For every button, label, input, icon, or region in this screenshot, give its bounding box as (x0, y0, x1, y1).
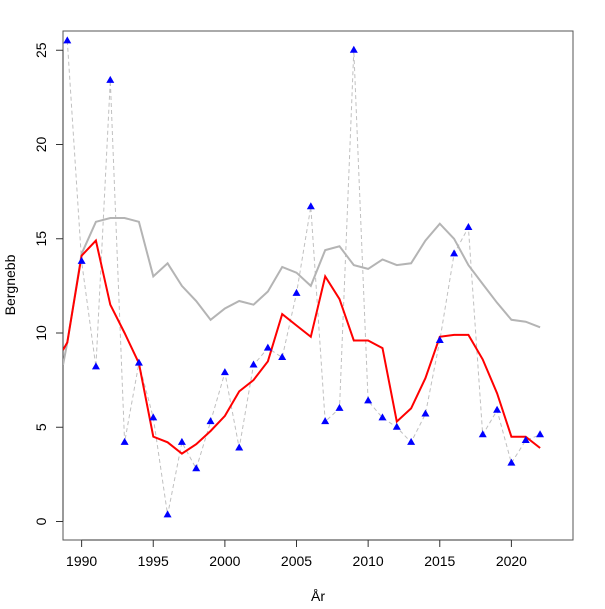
y-tick-label: 25 (33, 42, 49, 58)
y-axis: 0 5 10 15 20 25 (33, 42, 64, 525)
data-point-triangle (536, 430, 545, 438)
x-tick-label: 2020 (496, 553, 527, 569)
plot-frame (62, 30, 574, 541)
x-tick-label: 2015 (424, 553, 455, 569)
x-tick-label: 2000 (209, 553, 240, 569)
x-axis: 1990 1995 2000 2005 2010 2015 2020 (66, 539, 527, 569)
reference-line (63, 217, 541, 366)
data-point-triangle (177, 437, 186, 445)
data-point-triangle (321, 417, 330, 425)
data-point-triangle (335, 403, 344, 411)
data-point-triangle (435, 336, 444, 344)
data-point-triangle (450, 249, 459, 257)
data-point-triangle (364, 396, 373, 404)
x-tick-label: 1995 (138, 553, 169, 569)
data-point-triangle (421, 409, 430, 417)
data-point-triangle (507, 458, 516, 466)
y-tick-label: 5 (33, 423, 49, 431)
data-point-triangle (106, 75, 115, 83)
data-point-triangle (292, 288, 301, 296)
data-point-triangle (378, 413, 387, 421)
data-point-triangle (249, 360, 258, 368)
data-point-triangle (263, 343, 272, 351)
data-point-triangle (478, 430, 487, 438)
data-point-triangle (120, 437, 129, 445)
data-point-triangle (192, 464, 201, 472)
series-group (63, 36, 545, 518)
data-point-triangle (278, 353, 287, 361)
y-tick-label: 20 (33, 137, 49, 153)
data-point-triangle (149, 413, 158, 421)
data-point-triangle (306, 202, 315, 210)
data-point-triangle (163, 510, 172, 518)
y-axis-label: Bergnebb (2, 254, 18, 315)
data-point-triangle (235, 443, 244, 451)
data-point-triangle (220, 368, 229, 376)
data-point-triangle (464, 222, 473, 230)
y-tick-label: 10 (33, 325, 49, 341)
smoothed-line (63, 238, 541, 455)
data-point-triangle (91, 362, 100, 370)
data-point-triangle (521, 435, 530, 443)
data-point-triangle (407, 437, 416, 445)
x-tick-label: 2010 (353, 553, 384, 569)
y-tick-label: 15 (33, 231, 49, 247)
y-tick-label: 0 (33, 517, 49, 525)
x-tick-label: 1990 (66, 553, 97, 569)
data-point-triangle (63, 36, 72, 44)
data-point-triangle (77, 256, 86, 264)
data-point-triangle (349, 45, 358, 53)
data-point-triangle (134, 358, 143, 366)
data-point-triangle (493, 405, 502, 413)
x-axis-label: År (311, 588, 325, 604)
x-tick-label: 2005 (281, 553, 312, 569)
observed-dashed-line (66, 40, 541, 515)
data-point-triangle (392, 422, 401, 430)
data-point-triangle (206, 417, 215, 425)
